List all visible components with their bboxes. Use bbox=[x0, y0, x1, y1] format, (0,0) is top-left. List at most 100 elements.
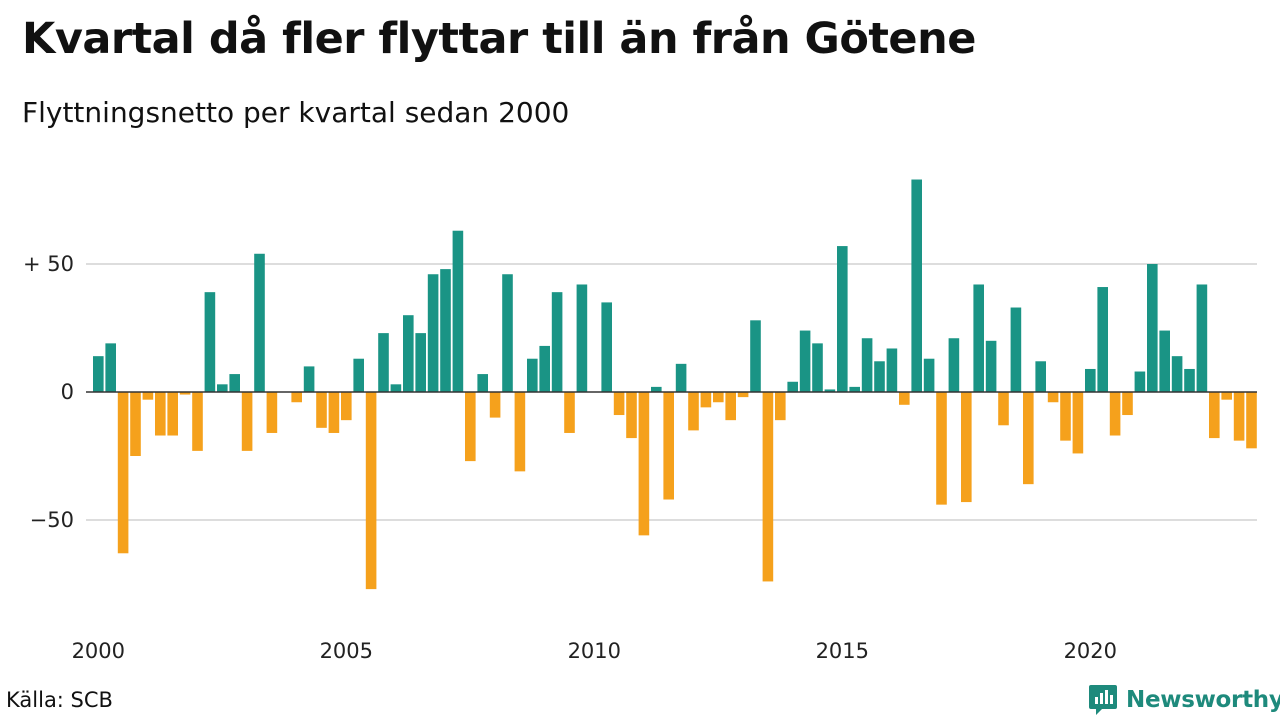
bar-2013K4 bbox=[775, 392, 786, 421]
bar-2019K1 bbox=[1035, 361, 1046, 392]
bar-2000K2 bbox=[105, 343, 116, 392]
bar-2001K2 bbox=[155, 392, 166, 436]
bar-2017K3 bbox=[961, 392, 972, 503]
x-tick-label: 2005 bbox=[320, 639, 373, 663]
y-tick-label: + 50 bbox=[23, 252, 74, 276]
bar-chart: + 50 0 −50 2000 2005 2010 2015 2020 bbox=[23, 179, 1257, 663]
bar-2019K4 bbox=[1072, 392, 1084, 454]
bar-2020K4 bbox=[1122, 392, 1133, 416]
bar-2018K2 bbox=[998, 392, 1009, 426]
x-tick-label: 2010 bbox=[568, 639, 621, 663]
bar-2019K3 bbox=[1060, 392, 1071, 441]
bar-2001K4 bbox=[179, 392, 191, 395]
bar-2022K4 bbox=[1221, 392, 1232, 400]
grid-lines bbox=[86, 263, 1257, 521]
bar-2017K1 bbox=[936, 392, 947, 505]
bar-2010K4 bbox=[626, 392, 637, 439]
bar-2011K4 bbox=[675, 363, 687, 392]
bar-2014K1 bbox=[787, 381, 798, 392]
bar-2000K4 bbox=[130, 392, 141, 456]
x-tick-label: 2000 bbox=[72, 639, 125, 663]
bar-2015K1 bbox=[837, 246, 848, 392]
bar-2002K2 bbox=[204, 292, 216, 392]
bar-2009K3 bbox=[564, 392, 575, 433]
y-tick-label: 0 bbox=[61, 380, 74, 404]
bar-2014K4 bbox=[824, 389, 836, 392]
bar-2002K4 bbox=[229, 374, 240, 392]
bar-2013K1 bbox=[737, 392, 749, 398]
bar-2013K2 bbox=[750, 320, 761, 392]
bar-2008K2 bbox=[502, 274, 513, 392]
bar-2011K1 bbox=[638, 392, 650, 536]
bar-2003K3 bbox=[266, 392, 278, 433]
bar-2018K3 bbox=[1010, 307, 1022, 392]
bar-2004K4 bbox=[328, 392, 340, 433]
bar-2017K4 bbox=[973, 284, 984, 392]
bar-2000K3 bbox=[117, 392, 129, 554]
bar-2006K3 bbox=[415, 333, 426, 392]
bar-2020K1 bbox=[1085, 368, 1096, 392]
bar-2012K4 bbox=[725, 392, 736, 421]
bar-2003K2 bbox=[254, 253, 265, 392]
bar-2021K2 bbox=[1147, 264, 1158, 392]
bar-2023K2 bbox=[1246, 392, 1257, 449]
bar-2000K1 bbox=[93, 356, 104, 392]
bar-2009K4 bbox=[576, 284, 588, 392]
bar-2019K2 bbox=[1047, 392, 1059, 403]
bar-2022K2 bbox=[1196, 284, 1208, 392]
bar-2022K3 bbox=[1209, 392, 1220, 439]
chart-title: Kvartal då fler flyttar till än från Göt… bbox=[22, 14, 976, 64]
bar-2006K4 bbox=[427, 274, 439, 392]
bar-2002K3 bbox=[217, 384, 228, 392]
bar-2008K1 bbox=[489, 392, 501, 418]
bar-2012K2 bbox=[700, 392, 712, 408]
bar-2001K1 bbox=[142, 392, 154, 400]
bar-2022K1 bbox=[1184, 368, 1195, 392]
brand-name: Newsworthy bbox=[1126, 687, 1280, 713]
bar-2003K1 bbox=[241, 392, 253, 451]
bar-2011K2 bbox=[651, 386, 662, 392]
bar-2004K2 bbox=[303, 366, 315, 392]
source-note: Källa: SCB bbox=[6, 688, 113, 712]
bar-2005K3 bbox=[365, 392, 377, 590]
bar-2007K4 bbox=[477, 374, 488, 392]
bar-2008K4 bbox=[527, 358, 538, 392]
bar-2016K3 bbox=[911, 179, 922, 392]
bar-2020K3 bbox=[1109, 392, 1121, 436]
bar-2015K2 bbox=[849, 386, 860, 392]
bar-2023K1 bbox=[1233, 392, 1245, 441]
bar-2012K1 bbox=[688, 392, 699, 431]
newsworthy-logo-icon bbox=[1089, 685, 1117, 715]
bar-2010K2 bbox=[601, 302, 612, 392]
bar-2021K1 bbox=[1134, 371, 1146, 392]
bar-2007K1 bbox=[440, 269, 451, 392]
bar-2017K2 bbox=[948, 338, 960, 392]
bar-2021K4 bbox=[1171, 356, 1183, 392]
bar-2015K3 bbox=[861, 338, 873, 392]
bar-2004K1 bbox=[291, 392, 302, 403]
bar-2014K3 bbox=[812, 343, 823, 392]
x-tick-label: 2020 bbox=[1064, 639, 1117, 663]
brand-logo: Newsworthy bbox=[1088, 683, 1280, 717]
bar-2005K2 bbox=[353, 358, 364, 392]
x-tick-label: 2015 bbox=[816, 639, 869, 663]
bar-2021K3 bbox=[1159, 330, 1170, 392]
bar-2016K2 bbox=[899, 392, 910, 405]
bar-2007K2 bbox=[452, 230, 464, 392]
bar-2020K2 bbox=[1097, 287, 1108, 392]
bar-2005K4 bbox=[378, 333, 389, 392]
bar-2015K4 bbox=[874, 361, 885, 392]
bar-2016K4 bbox=[923, 358, 935, 392]
bar-2004K3 bbox=[316, 392, 327, 428]
bar-2001K3 bbox=[167, 392, 178, 436]
bar-2016K1 bbox=[886, 348, 898, 392]
bar-2011K3 bbox=[663, 392, 674, 500]
bar-2013K3 bbox=[762, 392, 774, 582]
chart-subtitle: Flyttningsnetto per kvartal sedan 2000 bbox=[22, 96, 570, 129]
y-tick-label: −50 bbox=[30, 508, 74, 532]
bars bbox=[93, 179, 1257, 590]
bar-2006K2 bbox=[403, 315, 414, 392]
bar-2014K2 bbox=[799, 330, 811, 392]
bar-2007K3 bbox=[465, 392, 476, 462]
bar-2006K1 bbox=[390, 384, 402, 392]
